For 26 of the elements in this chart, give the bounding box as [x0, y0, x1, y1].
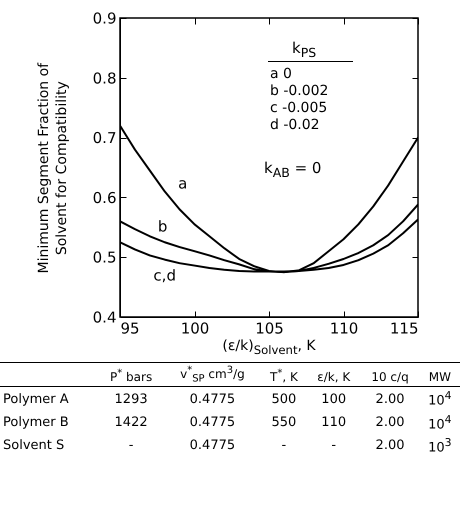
y-tick-label: 0.6 [92, 188, 116, 207]
x-tick-label: 115 [390, 320, 418, 338]
series-label: c,d [153, 266, 176, 285]
y-tick-label: 0.5 [92, 248, 116, 267]
x-axis-title: (ε/k)$_{Solvent}$, K [221, 338, 317, 357]
text: P$^{*}$ bars v$^{*}$$_{SP}$ cm$^{3}$/g T$^{*}$, K ε/k, K 10 c/q MW [110, 365, 451, 384]
annotation: d -0.02 [270, 117, 320, 134]
annotation: k$_{AB}$ = 0 [264, 159, 322, 180]
x-tick-label: 105 [255, 320, 284, 338]
y-tick-label: 0.4 [92, 308, 116, 326]
y-tick-label: 0.7 [92, 129, 116, 148]
x-tick-label: 100 [180, 320, 210, 338]
x-tick-label: 95 [120, 320, 140, 338]
text: Solvent S - 0.4775 - - 2.00 10$^{3}$ [3, 436, 452, 456]
text: Polymer B 1422 0.4775 550 110 2.00 10$^{4}$ [3, 412, 452, 432]
annotation: a 0 [270, 66, 292, 82]
annotation: b -0.002 [270, 83, 328, 100]
x-tick-label: 110 [330, 320, 358, 338]
y-axis-title: Minimum Segment Fraction of Solvent for Compatibility [34, 62, 71, 276]
text: Polymer A 1293 0.4775 500 100 2.00 10$^{4}$ [3, 389, 452, 409]
annotation: k$_{PS}$ [292, 39, 316, 60]
series-label: b [158, 217, 168, 236]
series-label: a [178, 174, 188, 192]
y-tick-label: 0.9 [92, 10, 116, 28]
y-tick-label: 0.8 [92, 69, 116, 88]
annotation: c -0.005 [270, 100, 328, 116]
